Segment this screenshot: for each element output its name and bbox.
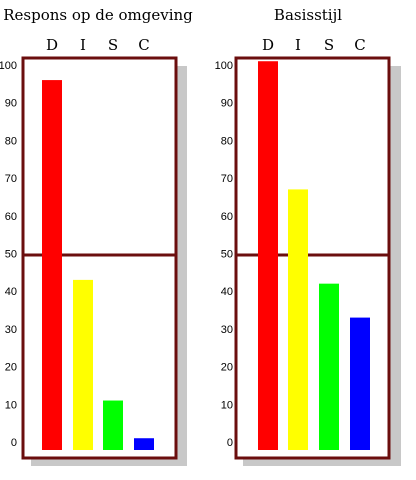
y-tick-label: 70 [5, 173, 17, 185]
bar-d [42, 80, 62, 450]
y-tick-label: 80 [5, 135, 17, 147]
bars [258, 61, 370, 450]
bar-c [350, 317, 370, 450]
y-tick-label: 100 [0, 60, 17, 72]
bar-c [134, 438, 154, 450]
category-label-c: C [138, 36, 149, 54]
y-tick-label: 0 [227, 437, 233, 449]
y-tick-label: 50 [221, 249, 233, 261]
y-tick-label: 90 [221, 98, 233, 110]
y-tick-label: 70 [221, 173, 233, 185]
y-tick-label: 80 [221, 135, 233, 147]
category-label-s: S [324, 36, 334, 54]
y-tick-label: 40 [5, 286, 17, 298]
y-tick-label: 30 [5, 324, 17, 336]
category-label-i: I [295, 36, 301, 54]
chart-basisstijl: Basisstijl D I S C 0 10 20 30 40 50 60 70 80 90 10… [215, 6, 401, 466]
bar-d [258, 61, 278, 450]
category-label-c: C [354, 36, 365, 54]
y-tick-label: 20 [221, 362, 233, 374]
bar-s [103, 400, 123, 450]
category-label-i: I [80, 36, 86, 54]
y-tick-label: 60 [5, 211, 17, 223]
y-tick-label: 20 [5, 362, 17, 374]
y-tick-label: 60 [221, 211, 233, 223]
y-tick-label: 10 [5, 399, 17, 411]
category-label-d: D [46, 36, 58, 54]
y-tick-label: 50 [5, 249, 17, 261]
bar-i [73, 279, 93, 450]
bar-s [319, 283, 339, 450]
y-axis-ticks: 0 10 20 30 40 50 60 70 80 90 100 [0, 60, 17, 449]
chart-title: Respons op de omgeving [3, 6, 193, 24]
chart-title: Basisstijl [274, 6, 342, 24]
bars [42, 80, 154, 450]
y-axis-ticks: 0 10 20 30 40 50 60 70 80 90 100 [215, 60, 233, 449]
y-tick-label: 0 [11, 437, 17, 449]
category-label-d: D [262, 36, 274, 54]
y-tick-label: 30 [221, 324, 233, 336]
y-tick-label: 10 [221, 399, 233, 411]
category-label-s: S [108, 36, 118, 54]
chart-respons-op-de-omgeving: Respons op de omgeving D I S C 0 10 20 30 40… [0, 6, 193, 466]
y-tick-label: 90 [5, 98, 17, 110]
y-tick-label: 40 [221, 286, 233, 298]
y-tick-label: 100 [215, 60, 233, 72]
bar-i [288, 189, 308, 450]
